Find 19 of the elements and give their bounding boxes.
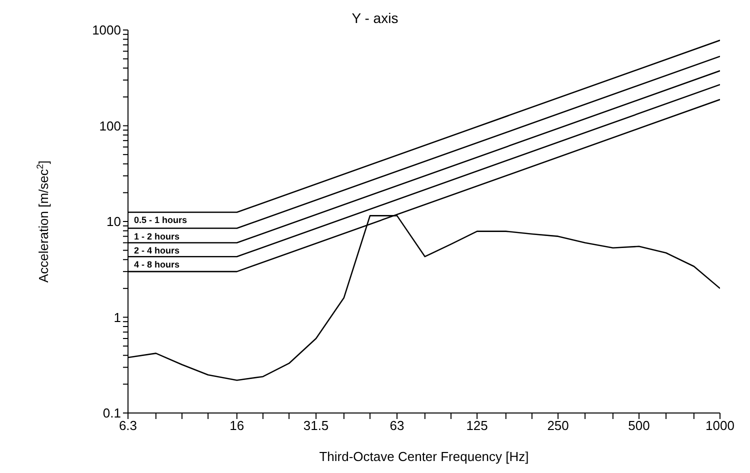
y-tick-label: 1000	[92, 22, 121, 38]
series-label: 1 - 2 hours	[134, 231, 180, 242]
series-label: 4 - 8 hours	[134, 260, 180, 270]
x-axis-title: Third-Octave Center Frequency [Hz]	[319, 449, 529, 464]
x-tick-label: 1000	[706, 418, 734, 434]
chart-title: Y - axis	[352, 10, 398, 26]
y-tick-label: 0.1	[102, 406, 121, 421]
y-tick-label: 100	[99, 118, 121, 134]
x-tick-label: 6.3	[118, 418, 138, 434]
x-tick-label: 31.5	[303, 418, 329, 434]
y-tick-label: 1	[114, 310, 121, 325]
x-tick-label: 500	[628, 418, 650, 434]
y-tick-label: 10	[106, 214, 121, 230]
x-tick-label: 125	[466, 418, 488, 434]
x-tick-label: 16	[230, 418, 244, 434]
series-label: 2 - 4 hours	[134, 246, 180, 256]
x-tick-label: 63	[390, 418, 404, 434]
x-tick-label: 250	[547, 418, 569, 434]
series-label: 0.5 - 1 hours	[134, 215, 188, 226]
